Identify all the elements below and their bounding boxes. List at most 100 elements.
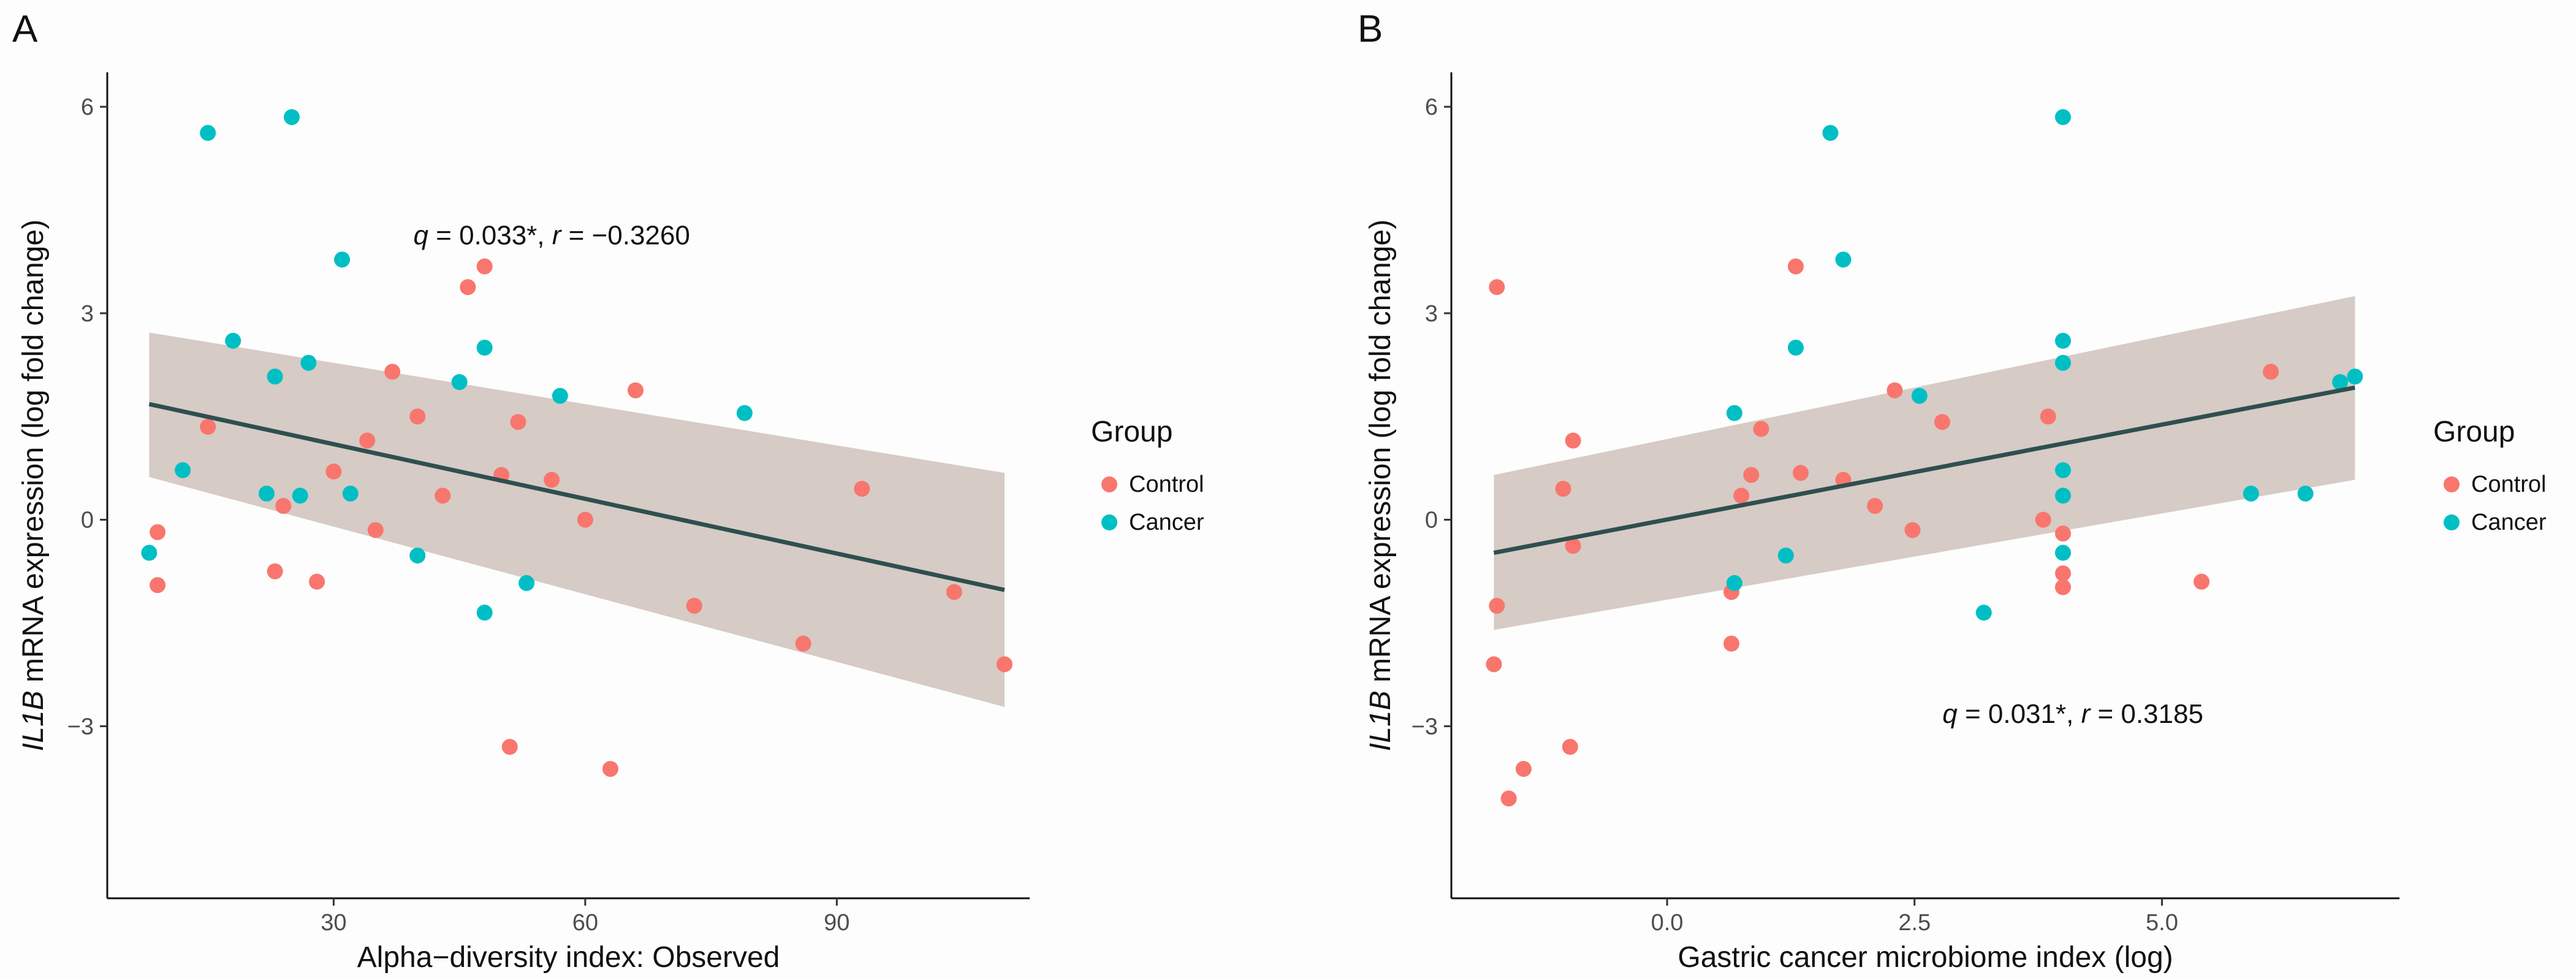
data-point: [150, 524, 166, 540]
data-point: [476, 340, 493, 356]
data-point: [1489, 279, 1505, 296]
y-axis-title-rest: mRNA expression (log fold change): [1364, 220, 1397, 690]
series-cancer: [141, 109, 753, 621]
data-point: [1753, 421, 1769, 437]
legend-label-cancer: Cancer: [1129, 510, 1204, 535]
regression-line: [148, 402, 1005, 592]
data-point: [367, 522, 384, 538]
data-point: [200, 419, 216, 435]
data-point: [2054, 332, 2071, 349]
data-point: [1911, 388, 1928, 404]
data-point: [292, 487, 308, 504]
legend: Group Control Cancer: [1091, 416, 1204, 535]
data-point: [2040, 408, 2056, 425]
y-tick-label: 3: [81, 301, 94, 327]
x-tick-label: 60: [572, 910, 598, 936]
data-point: [996, 656, 1013, 673]
data-point: [1777, 547, 1794, 563]
data-point: [501, 739, 518, 755]
data-point: [451, 374, 468, 391]
data-point: [1867, 498, 1883, 514]
y-axis-title-gene: IL1B: [1364, 690, 1397, 751]
data-point: [552, 388, 568, 404]
y-tick-label: 3: [1425, 301, 1438, 327]
data-point: [519, 575, 535, 591]
data-point: [577, 511, 593, 528]
legend-key-cancer: [2444, 514, 2460, 530]
data-point: [309, 573, 325, 590]
confidence-band: [1494, 296, 2355, 630]
legend-label-control: Control: [2471, 472, 2547, 497]
data-point: [1822, 124, 1839, 141]
data-point: [736, 405, 753, 421]
legend-title: Group: [1091, 416, 1172, 448]
y-tick-label: −3: [67, 714, 94, 739]
x-tick-label: 0.0: [1651, 910, 1684, 936]
data-point: [325, 464, 342, 480]
data-point: [1934, 414, 1950, 430]
x-axis-title: Gastric cancer microbiome index (log): [1677, 941, 2173, 974]
r-value: = 0.3185: [2090, 699, 2203, 729]
data-point: [175, 462, 191, 478]
data-point: [1555, 481, 1571, 497]
data-point: [2194, 573, 2210, 590]
data-point: [1565, 432, 1581, 449]
data-point: [409, 408, 426, 425]
data-point: [258, 485, 275, 502]
data-point: [1733, 487, 1750, 504]
y-axis-title: IL1B mRNA expression (log fold change): [1364, 220, 1397, 751]
y-tick-label: −3: [1411, 714, 1438, 739]
data-point: [854, 481, 870, 497]
r-label: r: [2081, 699, 2092, 729]
data-point: [2054, 544, 2071, 561]
x-axis-title: Alpha−diversity index: Observed: [357, 941, 780, 974]
series-cancer: [1726, 109, 2363, 621]
legend-label-control: Control: [1129, 472, 1204, 497]
data-point: [267, 369, 283, 385]
data-point: [342, 485, 359, 502]
data-point: [1787, 258, 1804, 275]
data-point: [435, 487, 451, 504]
data-point: [2054, 565, 2071, 582]
data-point: [2297, 485, 2314, 502]
y-tick-label: 6: [1425, 94, 1438, 120]
data-point: [2035, 511, 2051, 528]
data-point: [1904, 522, 1921, 538]
x-tick-label: 2.5: [1898, 910, 1931, 936]
confidence-band: [149, 332, 1005, 707]
data-point: [2054, 354, 2071, 371]
data-point: [200, 124, 216, 141]
panel-b: B −3 0 3 6 0.0 2.5 5.0 Gastric cancer microbiome…: [1358, 8, 2547, 974]
data-point: [275, 498, 292, 514]
data-point: [544, 472, 560, 488]
y-tick-label: 6: [81, 94, 94, 120]
panel-a: A −3 0 3 6 30 60 90 Alpha−diversity index: Obser…: [12, 8, 1204, 974]
data-point: [1726, 405, 1742, 421]
data-point: [1723, 635, 1739, 652]
data-point: [1500, 790, 1517, 807]
y-axis-title-gene: IL1B: [17, 690, 50, 751]
legend-label-cancer: Cancer: [2471, 510, 2547, 535]
data-point: [2054, 109, 2071, 125]
data-point: [946, 584, 962, 600]
data-point: [2332, 374, 2349, 391]
data-point: [602, 760, 618, 777]
q-value: = 0.031*,: [1958, 699, 2081, 729]
r-label: r: [552, 221, 563, 251]
legend: Group Control Cancer: [2433, 416, 2547, 535]
data-point: [1793, 465, 1809, 481]
data-point: [1562, 739, 1578, 755]
data-point: [2263, 364, 2279, 380]
data-point: [225, 332, 241, 349]
data-point: [476, 605, 493, 621]
data-point: [795, 635, 811, 652]
data-point: [409, 547, 426, 563]
regression-line: [1493, 385, 2355, 555]
data-point: [2243, 485, 2259, 502]
data-point: [150, 577, 166, 594]
data-point: [510, 414, 526, 430]
data-point: [1743, 467, 1760, 483]
data-point: [627, 382, 644, 399]
data-point: [284, 109, 300, 125]
